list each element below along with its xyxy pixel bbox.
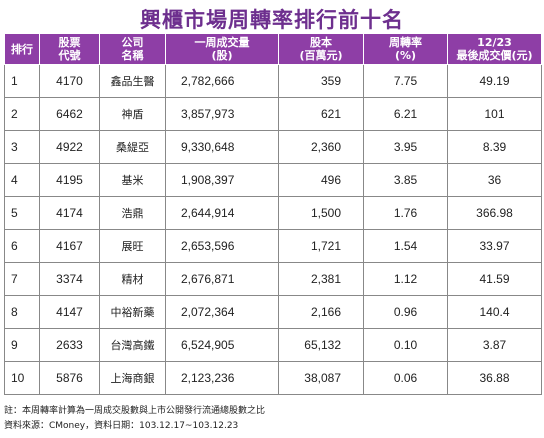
cell-capital: 2,166 <box>278 295 364 329</box>
cell-volume: 2,644,914 <box>165 196 279 230</box>
cell-volume: 2,072,364 <box>165 295 279 329</box>
cell-name: 神盾 <box>99 97 166 131</box>
cell-rank: 9 <box>4 328 40 362</box>
cell-price: 8.39 <box>447 130 542 164</box>
cell-volume: 6,524,905 <box>165 328 279 362</box>
table-row: 4 4195 基米 1,908,397 496 3.85 36 <box>4 163 542 197</box>
cell-name: 浩鼎 <box>99 196 166 230</box>
cell-name: 基米 <box>99 163 166 197</box>
cell-capital: 1,721 <box>278 229 364 263</box>
cell-price: 140.4 <box>447 295 542 329</box>
table-row: 3 4922 桑緹亞 9,330,648 2,360 3.95 8.39 <box>4 130 542 164</box>
cell-rank: 5 <box>4 196 40 230</box>
cell-turnover: 0.06 <box>363 361 448 395</box>
cell-rank: 10 <box>4 361 40 395</box>
cell-rank: 4 <box>4 163 40 197</box>
cell-volume: 1,908,397 <box>165 163 279 197</box>
cell-turnover: 1.12 <box>363 262 448 296</box>
page-title: 興櫃市場周轉率排行前十名 <box>140 8 404 32</box>
cell-name: 展旺 <box>99 229 166 263</box>
cell-rank: 1 <box>4 64 40 98</box>
table-row: 8 4147 中裕新藥 2,072,364 2,166 0.96 140.4 <box>4 295 542 329</box>
header-capital: 股本 (百萬元) <box>278 34 364 65</box>
table-header-row: 排行 股票 代號 公司 名稱 一周成交量 (股) 股本 (百萬元) 周轉率 (%) 12/… <box>4 34 542 65</box>
cell-price: 36 <box>447 163 542 197</box>
cell-capital: 1,500 <box>278 196 364 230</box>
cell-price: 49.19 <box>447 64 542 98</box>
cell-volume: 9,330,648 <box>165 130 279 164</box>
ranking-table: 排行 股票 代號 公司 名稱 一周成交量 (股) 股本 (百萬元) 周轉率 (%) 12/… <box>4 34 542 395</box>
cell-capital: 65,132 <box>278 328 364 362</box>
cell-name: 台灣高鐵 <box>99 328 166 362</box>
cell-name: 精材 <box>99 262 166 296</box>
cell-capital: 38,087 <box>278 361 364 395</box>
cell-volume: 2,782,666 <box>165 64 279 98</box>
cell-code: 4147 <box>39 295 100 329</box>
table-row: 6 4167 展旺 2,653,596 1,721 1.54 33.97 <box>4 229 542 263</box>
table-row: 7 3374 精材 2,676,871 2,381 1.12 41.59 <box>4 262 542 296</box>
cell-capital: 496 <box>278 163 364 197</box>
cell-capital: 359 <box>278 64 364 98</box>
header-rank: 排行 <box>4 34 40 65</box>
cell-code: 3374 <box>39 262 100 296</box>
cell-turnover: 1.54 <box>363 229 448 263</box>
header-price: 12/23 最後成交價(元) <box>447 34 542 65</box>
cell-volume: 2,676,871 <box>165 262 279 296</box>
footnotes: 註：本周轉率計算為一周成交股數與上市公開發行流通總股數之比 資料來源：CMone… <box>4 404 265 434</box>
table-row: 9 2633 台灣高鐵 6,524,905 65,132 0.10 3.87 <box>4 328 542 362</box>
cell-volume: 2,653,596 <box>165 229 279 263</box>
cell-code: 5876 <box>39 361 100 395</box>
cell-name: 桑緹亞 <box>99 130 166 164</box>
cell-price: 33.97 <box>447 229 542 263</box>
note-source: 資料來源：CMoney，資料日期：103.12.17~103.12.23 <box>4 421 239 431</box>
cell-code: 4922 <box>39 130 100 164</box>
cell-capital: 2,360 <box>278 130 364 164</box>
cell-turnover: 7.75 <box>363 64 448 98</box>
header-code: 股票 代號 <box>39 34 100 65</box>
cell-turnover: 1.76 <box>363 196 448 230</box>
cell-price: 3.87 <box>447 328 542 362</box>
cell-volume: 3,857,973 <box>165 97 279 131</box>
cell-code: 6462 <box>39 97 100 131</box>
cell-rank: 8 <box>4 295 40 329</box>
table-row: 2 6462 神盾 3,857,973 621 6.21 101 <box>4 97 542 131</box>
cell-code: 2633 <box>39 328 100 362</box>
cell-turnover: 3.85 <box>363 163 448 197</box>
cell-name: 上海商銀 <box>99 361 166 395</box>
cell-code: 4195 <box>39 163 100 197</box>
table-row: 10 5876 上海商銀 2,123,236 38,087 0.06 36.88 <box>4 361 542 395</box>
header-turnover: 周轉率 (%) <box>363 34 448 65</box>
cell-rank: 7 <box>4 262 40 296</box>
note-formula: 註：本周轉率計算為一周成交股數與上市公開發行流通總股數之比 <box>4 406 266 416</box>
cell-code: 4170 <box>39 64 100 98</box>
cell-turnover: 3.95 <box>363 130 448 164</box>
cell-rank: 6 <box>4 229 40 263</box>
table-row: 5 4174 浩鼎 2,644,914 1,500 1.76 366.98 <box>4 196 542 230</box>
cell-code: 4174 <box>39 196 100 230</box>
cell-price: 101 <box>447 97 542 131</box>
cell-price: 36.88 <box>447 361 542 395</box>
cell-capital: 2,381 <box>278 262 364 296</box>
header-volume: 一周成交量 (股) <box>165 34 279 65</box>
cell-rank: 3 <box>4 130 40 164</box>
cell-rank: 2 <box>4 97 40 131</box>
cell-volume: 2,123,236 <box>165 361 279 395</box>
cell-name: 中裕新藥 <box>99 295 166 329</box>
cell-price: 366.98 <box>447 196 542 230</box>
cell-price: 41.59 <box>447 262 542 296</box>
cell-turnover: 0.10 <box>363 328 448 362</box>
cell-code: 4167 <box>39 229 100 263</box>
cell-turnover: 6.21 <box>363 97 448 131</box>
cell-capital: 621 <box>278 97 364 131</box>
cell-name: 鑫品生醫 <box>99 64 166 98</box>
cell-turnover: 0.96 <box>363 295 448 329</box>
header-name: 公司 名稱 <box>99 34 166 65</box>
table-row: 1 4170 鑫品生醫 2,782,666 359 7.75 49.19 <box>4 64 542 98</box>
